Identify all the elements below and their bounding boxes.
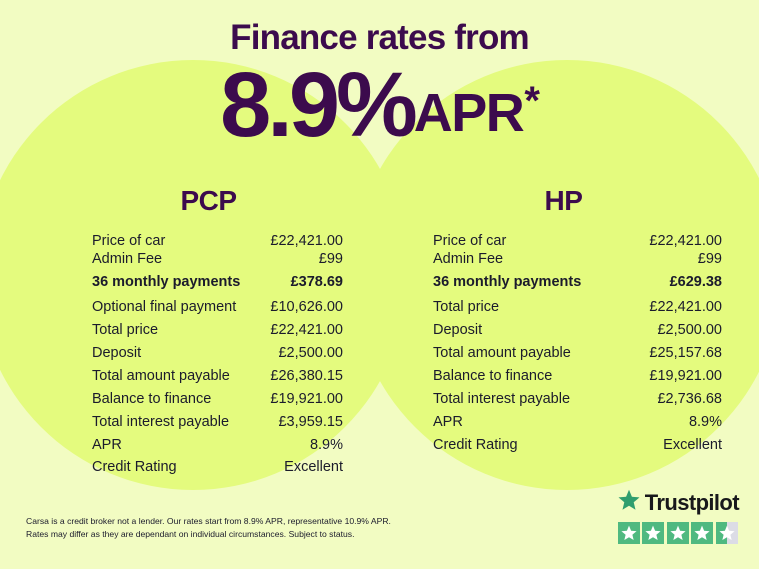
finance-row-label: Price of car [92,233,166,250]
finance-row-value: £19,921.00 [270,390,343,407]
finance-row-value: £26,380.15 [270,367,343,384]
finance-row-label: APR [92,436,122,453]
finance-row: APR 8.9% [92,433,343,456]
trustpilot-star-icon [617,522,640,544]
finance-row-value: £629.38 [669,273,722,290]
decorative-circle-left [0,60,408,490]
finance-row-label: Total interest payable [433,390,571,407]
decorative-circle-right [352,60,759,490]
finance-row-value: £22,421.00 [649,233,722,250]
finance-row: Balance to finance £19,921.00 [92,388,343,411]
trustpilot-rating[interactable]: Trustpilot [617,488,740,544]
finance-comparison-columns: PCP Price of car £22,421.00 Admin Fee £99 36… [0,185,759,479]
finance-row: Balance to finance £19,921.00 [433,365,722,388]
finance-row-value: £2,736.68 [657,390,722,407]
finance-row: Deposit £2,500.00 [433,319,722,342]
finance-row-label: Admin Fee [92,250,163,267]
finance-row-value: £99 [318,250,343,267]
finance-row-value: £10,626.00 [270,299,343,316]
disclaimer-line-1: Carsa is a credit broker not a lender. O… [26,516,391,526]
finance-row-value: £2,500.00 [657,322,722,339]
plan-column-hp: HP Price of car £22,421.00 Admin Fee £99 36 … [379,185,758,479]
trustpilot-star-icon [642,522,665,544]
disclaimer-line-2: Rates may differ as they are dependant o… [26,529,355,540]
trustpilot-name: Trustpilot [644,489,740,515]
finance-row-value: Excellent [663,436,722,453]
plan-column-pcp: PCP Price of car £22,421.00 Admin Fee £99 36… [0,185,379,479]
finance-row: Admin Fee £99 [433,250,722,267]
finance-row: Total amount payable £26,380.15 [92,365,343,388]
headline-rate: 8.9%APR* [0,55,759,151]
finance-row-value: £378.69 [290,273,343,290]
plan-rows-pcp: Price of car £22,421.00 Admin Fee £99 36 mon… [92,233,343,479]
finance-row-value: £19,921.00 [649,367,722,384]
finance-row-label: Balance to finance [433,367,553,384]
legal-disclaimer: Carsa is a credit broker not a lender. O… [26,515,446,542]
finance-row-label: Admin Fee [433,250,504,267]
finance-row-label: Deposit [92,345,142,361]
finance-row-value: £25,157.68 [649,345,722,361]
finance-row-label: APR [433,413,463,430]
finance-row-value: £22,421.00 [270,322,343,339]
finance-row: Deposit £2,500.00 [92,342,343,365]
finance-row-value: £22,421.00 [270,233,343,250]
finance-row-label: 36 monthly payments [92,273,241,290]
finance-row: Admin Fee £99 [92,250,343,267]
finance-row-value: 8.9% [688,413,722,430]
rate-asterisk: * [524,79,540,123]
finance-row-value: 8.9% [309,436,343,453]
finance-row-value: £22,421.00 [649,299,722,316]
finance-row-label: Credit Rating [92,459,177,476]
finance-row-value: £99 [697,250,722,267]
trustpilot-star-icon [691,522,714,544]
finance-row: Total interest payable £3,959.15 [92,410,343,433]
finance-row-label: 36 monthly payments [433,273,582,290]
finance-row-label: Credit Rating [433,436,518,453]
finance-row-label: Total amount payable [92,367,230,384]
finance-row: Credit Rating Excellent [92,456,343,479]
finance-row: Credit Rating Excellent [433,433,722,456]
page-title: Finance rates from [230,18,530,57]
finance-row: APR 8.9% [433,410,722,433]
finance-row: Price of car £22,421.00 [92,233,343,250]
finance-row-label: Total price [92,322,159,339]
finance-row: Total interest payable £2,736.68 [433,388,722,411]
plan-rows-hp: Price of car £22,421.00 Admin Fee £99 36 mon… [433,233,722,456]
trustpilot-star-icon [666,522,689,544]
finance-row: 36 monthly payments £378.69 [92,268,343,297]
finance-row-label: Total amount payable [433,345,571,361]
finance-row-value: £3,959.15 [278,413,343,430]
finance-row-label: Balance to finance [92,390,212,407]
finance-row-label: Optional final payment [92,299,237,316]
trustpilot-wordmark: Trustpilot [617,488,740,517]
finance-row: Total price £22,421.00 [433,296,722,319]
trustpilot-star-icon [715,522,738,544]
rate-value: 8.9% [220,54,418,156]
finance-row-label: Total price [433,299,500,316]
rate-suffix: APR [413,83,525,143]
finance-row-value: Excellent [284,459,343,476]
trustpilot-star-icon [617,488,641,517]
finance-row-label: Total interest payable [92,413,230,430]
finance-row-value: £2,500.00 [278,345,343,361]
plan-title-hp: HP [544,185,583,216]
plan-title-pcp: PCP [180,185,237,216]
finance-row: Price of car £22,421.00 [433,233,722,250]
finance-row: Total amount payable £25,157.68 [433,342,722,365]
finance-row-label: Price of car [433,233,507,250]
finance-row: Total price £22,421.00 [92,319,343,342]
finance-row: 36 monthly payments £629.38 [433,268,722,297]
trustpilot-star-rating [617,522,739,544]
finance-row: Optional final payment £10,626.00 [92,296,343,319]
promo-header: Finance rates from 8.9%APR* [0,0,759,151]
finance-row-label: Deposit [433,322,483,339]
